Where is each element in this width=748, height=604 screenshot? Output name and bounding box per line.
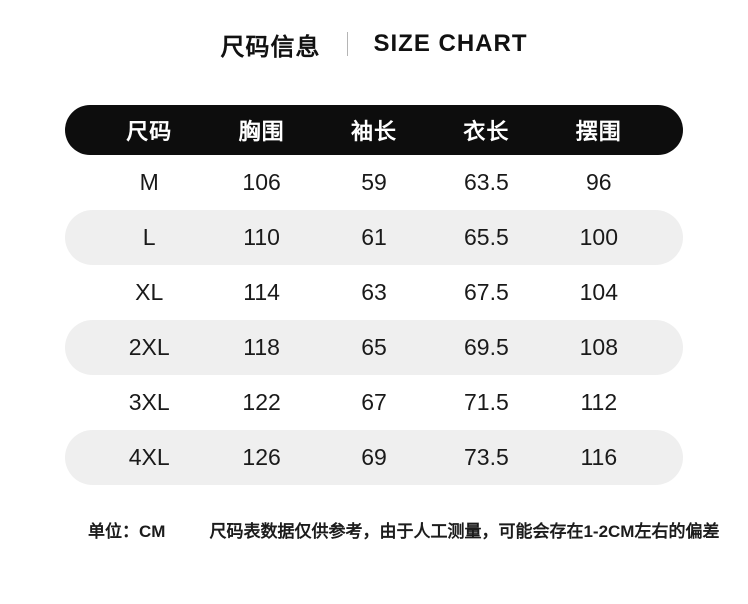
table-cell: 122 [242, 389, 281, 415]
table-cell: 63 [361, 279, 387, 305]
size-cell: 2XL [128, 334, 170, 360]
table-cell: 104 [579, 279, 618, 305]
size-cell: XL [135, 279, 164, 305]
table-cell: 67.5 [464, 279, 509, 305]
table-cell: 59 [361, 169, 387, 195]
table-cell: 65.5 [464, 224, 509, 250]
header-cell-chest: 胸围 [238, 119, 285, 144]
table-cell: 65 [361, 334, 387, 360]
title-divider [346, 32, 348, 56]
header-cell-length: 衣长 [463, 119, 510, 144]
table-cell: 118 [243, 334, 280, 360]
table-row: L 110 61 65.5 100 [65, 210, 683, 265]
table-cell: 61 [361, 224, 387, 250]
title-english: SIZE CHART [373, 30, 528, 57]
table-row: XL 114 63 67.5 104 [65, 265, 683, 320]
size-cell: 4XL [128, 444, 170, 470]
header-cell-size: 尺码 [126, 119, 173, 144]
table-cell: 69.5 [464, 334, 509, 360]
table-cell: 69 [361, 444, 387, 470]
table-cell: 73.5 [464, 444, 509, 470]
size-cell: 3XL [128, 389, 170, 415]
footer-note: 单位：CM 尺码表数据仅供参考，由于人工测量，可能会存在1-2CM左右的偏差 [0, 517, 748, 542]
table-cell: 96 [586, 169, 612, 195]
table-cell: 71.5 [464, 389, 509, 415]
header-cell-sleeve: 袖长 [350, 119, 397, 144]
header-cell-hem: 摆围 [575, 119, 622, 144]
table-cell: 126 [242, 444, 281, 470]
table-cell: 67 [361, 389, 387, 415]
table-header-row: 尺码 胸围 袖长 衣长 摆围 [65, 105, 683, 155]
unit-label: 单位：CM [88, 522, 166, 541]
table-cell: 114 [243, 279, 280, 305]
table-row: 2XL 118 65 69.5 108 [65, 320, 683, 375]
size-table: 尺码 胸围 袖长 衣长 摆围 M 106 59 63.5 96 L 110 61… [65, 105, 683, 485]
table-row: M 106 59 63.5 96 [65, 155, 683, 210]
table-cell: 112 [580, 389, 618, 415]
table-cell: 116 [580, 444, 618, 470]
title-chinese: 尺码信息 [220, 33, 321, 61]
table-cell: 110 [243, 224, 280, 250]
size-cell: M [139, 169, 159, 195]
table-cell: 63.5 [464, 169, 509, 195]
table-cell: 108 [579, 334, 618, 360]
table-cell: 100 [579, 224, 618, 250]
table-row: 3XL 122 67 71.5 112 [65, 375, 683, 430]
page-title: 尺码信息 SIZE CHART [0, 0, 748, 61]
size-cell: L [142, 224, 156, 250]
table-cell: 106 [242, 169, 281, 195]
disclaimer-text: 尺码表数据仅供参考，由于人工测量，可能会存在1-2CM左右的偏差 [209, 522, 720, 541]
table-row: 4XL 126 69 73.5 116 [65, 430, 683, 485]
